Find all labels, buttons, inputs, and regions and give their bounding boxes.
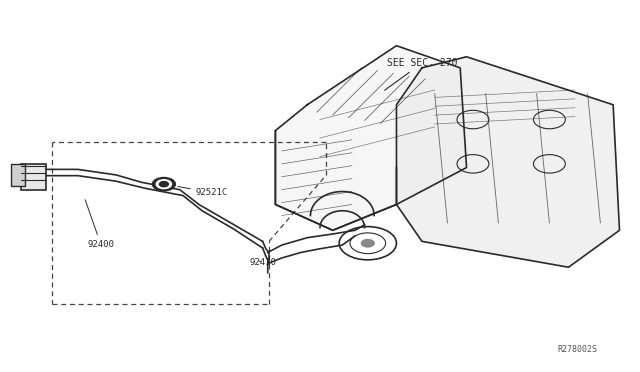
FancyBboxPatch shape (20, 164, 46, 190)
Text: 92410: 92410 (250, 259, 276, 267)
Text: SEE SEC. 270: SEE SEC. 270 (385, 58, 458, 90)
Circle shape (159, 182, 168, 187)
Text: 92521C: 92521C (178, 186, 228, 197)
Circle shape (152, 177, 175, 191)
Polygon shape (275, 46, 467, 230)
Polygon shape (396, 57, 620, 267)
FancyBboxPatch shape (11, 164, 25, 186)
Circle shape (362, 240, 374, 247)
Text: R278002S: R278002S (557, 345, 597, 354)
Text: 92400: 92400 (85, 200, 115, 249)
Circle shape (156, 180, 172, 189)
